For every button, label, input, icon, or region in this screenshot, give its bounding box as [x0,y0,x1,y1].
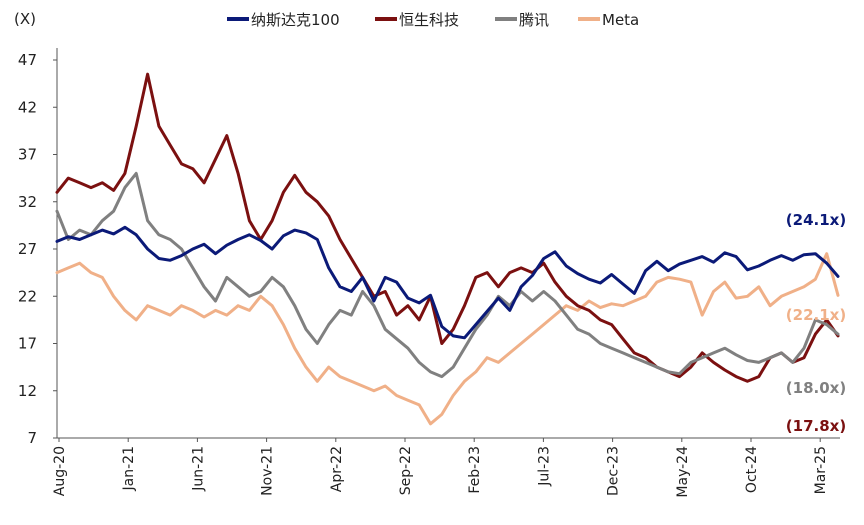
x-tick-label: Mar-25 [813,446,829,494]
y-tick-label: 27 [18,240,37,258]
series-line-3 [55,252,840,426]
series-line-0 [55,225,840,340]
series-line-1 [55,72,840,383]
x-tick-label: Sep-22 [398,446,414,495]
legend-label-2: 腾讯 [519,11,549,29]
y-tick-label: 17 [18,335,37,353]
y-tick-label: 42 [18,98,37,116]
y-axis-unit-label: (X) [14,10,36,28]
series-line-2 [55,171,840,379]
end-label-series-3: (22.1x) [786,306,846,324]
legend: 纳斯达克100 恒生科技 腾讯 Meta [227,11,639,29]
x-tick-label: Jun-21 [190,446,206,492]
end-label-series-0: (24.1x) [786,211,846,229]
y-tick-label: 32 [18,193,37,211]
x-tick-label: Aug-20 [52,446,68,496]
x-tick-label: Jul-23 [536,446,552,487]
x-tick-label: May-24 [675,446,691,498]
y-tick-label: 47 [18,51,37,69]
y-tick-label: 12 [18,382,37,400]
end-label-series-1: (17.8x) [786,417,846,435]
end-labels: (24.1x) (17.8x) (18.0x) (22.1x) [786,211,846,435]
x-tick-label: Feb-23 [467,446,483,494]
y-tick-label: 22 [18,287,37,305]
y-tick-label: 37 [18,146,37,164]
x-tick-label: Jan-21 [121,446,137,491]
x-tick-label: Oct-24 [744,446,760,493]
end-label-series-2: (18.0x) [786,379,846,397]
x-tick-label: Apr-22 [329,446,345,492]
legend-label-0: 纳斯达克100 [251,11,340,29]
y-axis-ticks: 7 12 17 22 27 32 37 42 47 [18,51,57,447]
y-tick-label: 7 [27,429,37,447]
series-lines [55,72,840,426]
legend-label-3: Meta [602,11,639,29]
x-tick-label: Nov-21 [260,446,276,496]
x-tick-label: Dec-23 [606,446,622,496]
x-axis-ticks: Aug-20 Jan-21 Jun-21 Nov-21 Apr-22 Sep-22 Feb-… [52,438,829,498]
legend-label-1: 恒生科技 [399,11,459,29]
